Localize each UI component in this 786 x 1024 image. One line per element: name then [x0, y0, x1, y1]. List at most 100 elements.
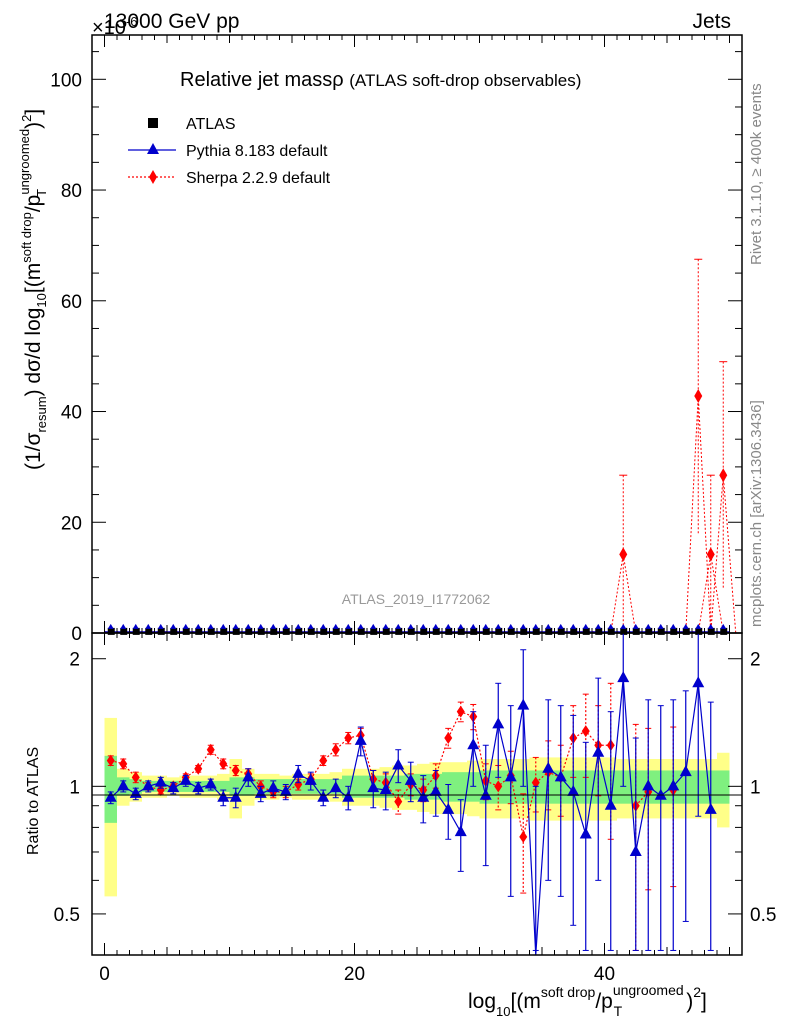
- atlas-point: [707, 627, 715, 635]
- atlas-point: [232, 627, 240, 635]
- pythia-main-point: [557, 623, 564, 629]
- sherpa-ratio-point: [156, 784, 165, 797]
- pythia-ratio-point: [542, 761, 555, 773]
- pythia-ratio-point: [442, 802, 455, 814]
- pythia-main-point: [407, 623, 414, 629]
- atlas-point: [682, 627, 690, 635]
- pythia-main-point: [545, 623, 552, 629]
- y-tick-label: 20: [61, 513, 82, 534]
- sherpa-main-series: [104, 258, 737, 634]
- pythia-main-point: [307, 623, 314, 629]
- atlas-point: [432, 627, 440, 635]
- ratio-y-tick-label-right: 2: [750, 650, 761, 671]
- pythia-main-point: [570, 623, 577, 629]
- sherpa-main-point: [719, 468, 728, 483]
- pythia-main-point: [470, 623, 477, 629]
- pythia-main-point: [532, 623, 539, 629]
- ratio-y-tick-label-right: 0.5: [750, 905, 776, 926]
- legend-atlas-marker: [148, 118, 158, 128]
- pythia-main-point: [332, 623, 339, 629]
- pythia-main-point: [370, 623, 377, 629]
- pythia-ratio-point: [167, 781, 180, 793]
- atlas-point: [257, 627, 265, 635]
- pythia-main-point: [620, 623, 627, 629]
- sherpa-ratio-point: [331, 743, 340, 756]
- band-inner: [229, 777, 242, 796]
- atlas-point: [532, 627, 540, 635]
- band-inner: [129, 779, 142, 794]
- atlas-point: [370, 627, 378, 635]
- pythia-main-point: [395, 623, 402, 629]
- atlas-point: [482, 627, 490, 635]
- atlas-point: [382, 627, 390, 635]
- atlas-point: [107, 627, 115, 635]
- atlas-point: [645, 627, 653, 635]
- pythia-main-point: [145, 623, 152, 629]
- ratio-y-tick-label-right: 1: [750, 777, 761, 798]
- pythia-main-point: [345, 623, 352, 629]
- rivet-label: Rivet 3.1.10, ≥ 400k events: [748, 83, 765, 265]
- pythia-ratio-point: [304, 773, 317, 785]
- band-inner: [104, 755, 117, 823]
- legend-sherpa-marker: [149, 170, 157, 184]
- sherpa-main-point: [706, 547, 715, 562]
- pythia-ratio-point: [279, 784, 292, 796]
- atlas-point: [282, 627, 290, 635]
- y-tick-label: 100: [50, 70, 82, 91]
- sherpa-ratio-point: [131, 771, 140, 784]
- atlas-point: [445, 627, 453, 635]
- pythia-main-point: [257, 623, 264, 629]
- sherpa-main-point: [694, 389, 703, 404]
- ratio-y-tick-label: 2: [69, 650, 80, 671]
- atlas-point: [157, 627, 165, 635]
- pythia-main-point: [582, 623, 589, 629]
- atlas-point: [495, 627, 503, 635]
- atlas-point: [295, 627, 303, 635]
- pythia-main-point: [595, 623, 602, 629]
- band-inner: [467, 772, 480, 802]
- pythia-main-point: [182, 623, 189, 629]
- atlas-point: [395, 627, 403, 635]
- pythia-ratio-point: [667, 779, 680, 791]
- atlas-point: [695, 627, 703, 635]
- pythia-main-point: [695, 623, 702, 629]
- ratio-series: [104, 632, 717, 956]
- atlas-point: [182, 627, 190, 635]
- atlas-point: [345, 627, 353, 635]
- atlas-point: [507, 627, 515, 635]
- y-axis-label: (1/σresum) dσ/d log10[(msoft drop/pungro…: [17, 109, 49, 470]
- pythia-main-point: [245, 623, 252, 629]
- pythia-main-point: [657, 623, 664, 629]
- sherpa-main-segment: [710, 554, 724, 634]
- pythia-main-point: [295, 623, 302, 629]
- pythia-main-point: [157, 623, 164, 629]
- chart-title: Relative jet massρ (ATLAS soft-drop obse…: [180, 69, 581, 91]
- y-tick-label: 80: [61, 181, 82, 202]
- sherpa-ratio-point: [444, 732, 453, 745]
- pythia-main-point: [607, 623, 614, 629]
- pythia-ratio-point: [317, 790, 330, 802]
- atlas-point: [195, 627, 203, 635]
- atlas-point: [657, 627, 665, 635]
- pythia-main-point: [195, 623, 202, 629]
- ratio-y-axis-label: Ratio to ATLAS: [25, 747, 42, 855]
- sherpa-ratio-point: [319, 754, 328, 767]
- pythia-ratio-point: [392, 758, 405, 770]
- pythia-main-point: [507, 623, 514, 629]
- atlas-point: [145, 627, 153, 635]
- pythia-ratio-point: [242, 770, 255, 782]
- exponent-label: ×10-6: [92, 14, 138, 39]
- atlas-point: [520, 627, 528, 635]
- pythia-ratio-point: [192, 781, 205, 793]
- pythia-ratio-point: [567, 784, 580, 796]
- pythia-main-point: [670, 623, 677, 629]
- pythia-main-point: [420, 623, 427, 629]
- atlas-point: [357, 627, 365, 635]
- atlas-point: [607, 627, 615, 635]
- pythia-ratio-point: [329, 781, 342, 793]
- y-tick-label: 0: [71, 624, 82, 645]
- atlas-point: [320, 627, 328, 635]
- atlas-point: [270, 627, 278, 635]
- pythia-main-point: [132, 623, 139, 629]
- band-inner: [317, 779, 330, 794]
